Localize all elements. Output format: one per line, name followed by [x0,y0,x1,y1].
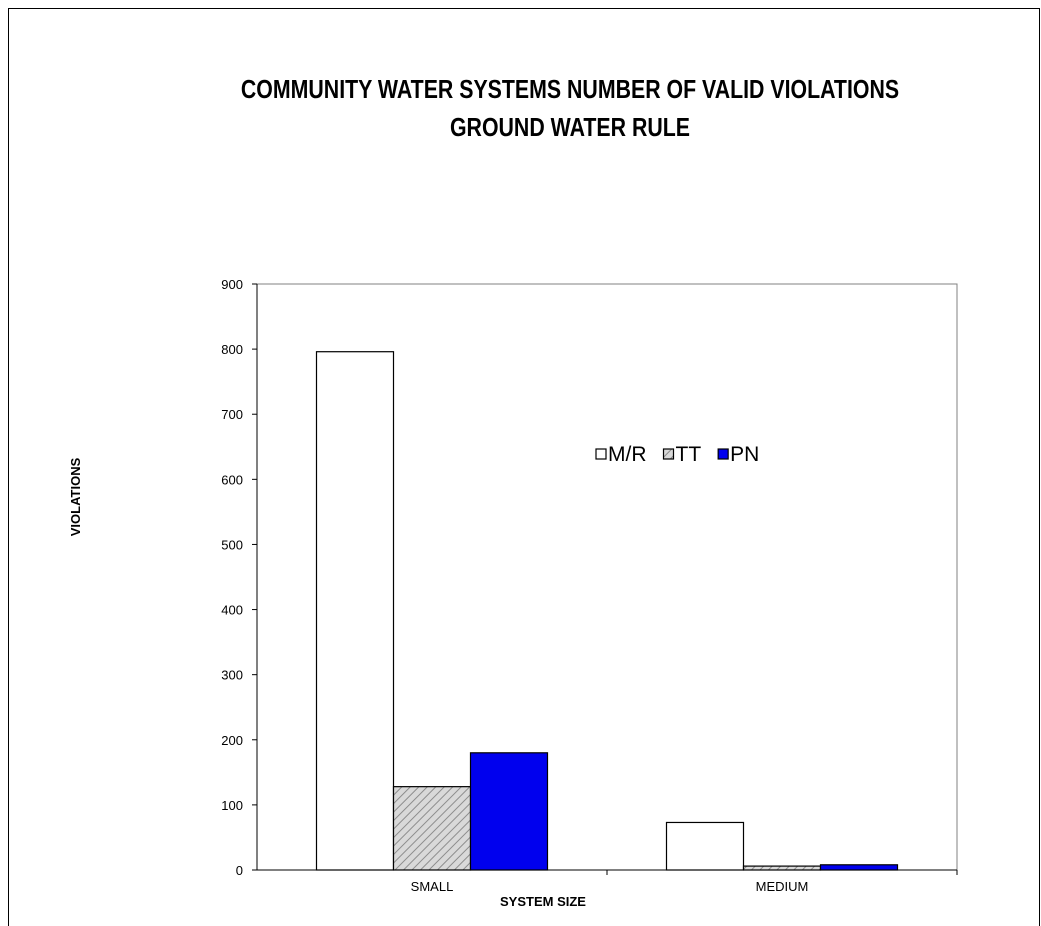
chart-title-line-1: COMMUNITY WATER SYSTEMS NUMBER OF VALID … [240,74,900,104]
legend-label: TT [676,443,702,466]
x-axis-title: SYSTEM SIZE [500,894,586,909]
legend-label: M/R [608,443,647,466]
y-tick-label: 0 [236,863,243,878]
chart-title-line-2: GROUND WATER RULE [449,112,691,142]
y-tick-label: 400 [221,603,243,618]
x-tick-label: SMALL [411,879,454,894]
bar-pn-medium [819,864,899,871]
y-tick-label: 900 [221,277,243,292]
y-tick-label: 200 [221,733,243,748]
x-tick-label: MEDIUM [756,879,809,894]
y-tick-label: 700 [221,407,243,422]
legend-swatch [662,448,675,460]
bar-m-r-medium [665,821,745,871]
legend-swatch [595,448,607,460]
y-tick-label: 500 [221,537,243,552]
legend-label: PN [730,443,759,466]
bar-pn-small [469,752,549,871]
bar-tt-small [392,786,472,871]
y-tick-label: 100 [221,798,243,813]
y-axis-title: VIOLATIONS [68,457,83,536]
legend: M/R TT PN [595,443,759,466]
legend-swatch [717,448,729,460]
plot-area: 0 100 200 300 400 500 600 700 800 900 SMALL MEDIUM [221,277,958,894]
bar-m-r-small [315,351,395,871]
y-tick-label: 300 [221,668,243,683]
bar-tt-medium [742,865,822,871]
chart-title: COMMUNITY WATER SYSTEMS NUMBER OF VALID … [185,70,956,146]
y-tick-label: 800 [221,342,243,357]
y-tick-label: 600 [221,472,243,487]
chart-frame [8,8,1040,926]
